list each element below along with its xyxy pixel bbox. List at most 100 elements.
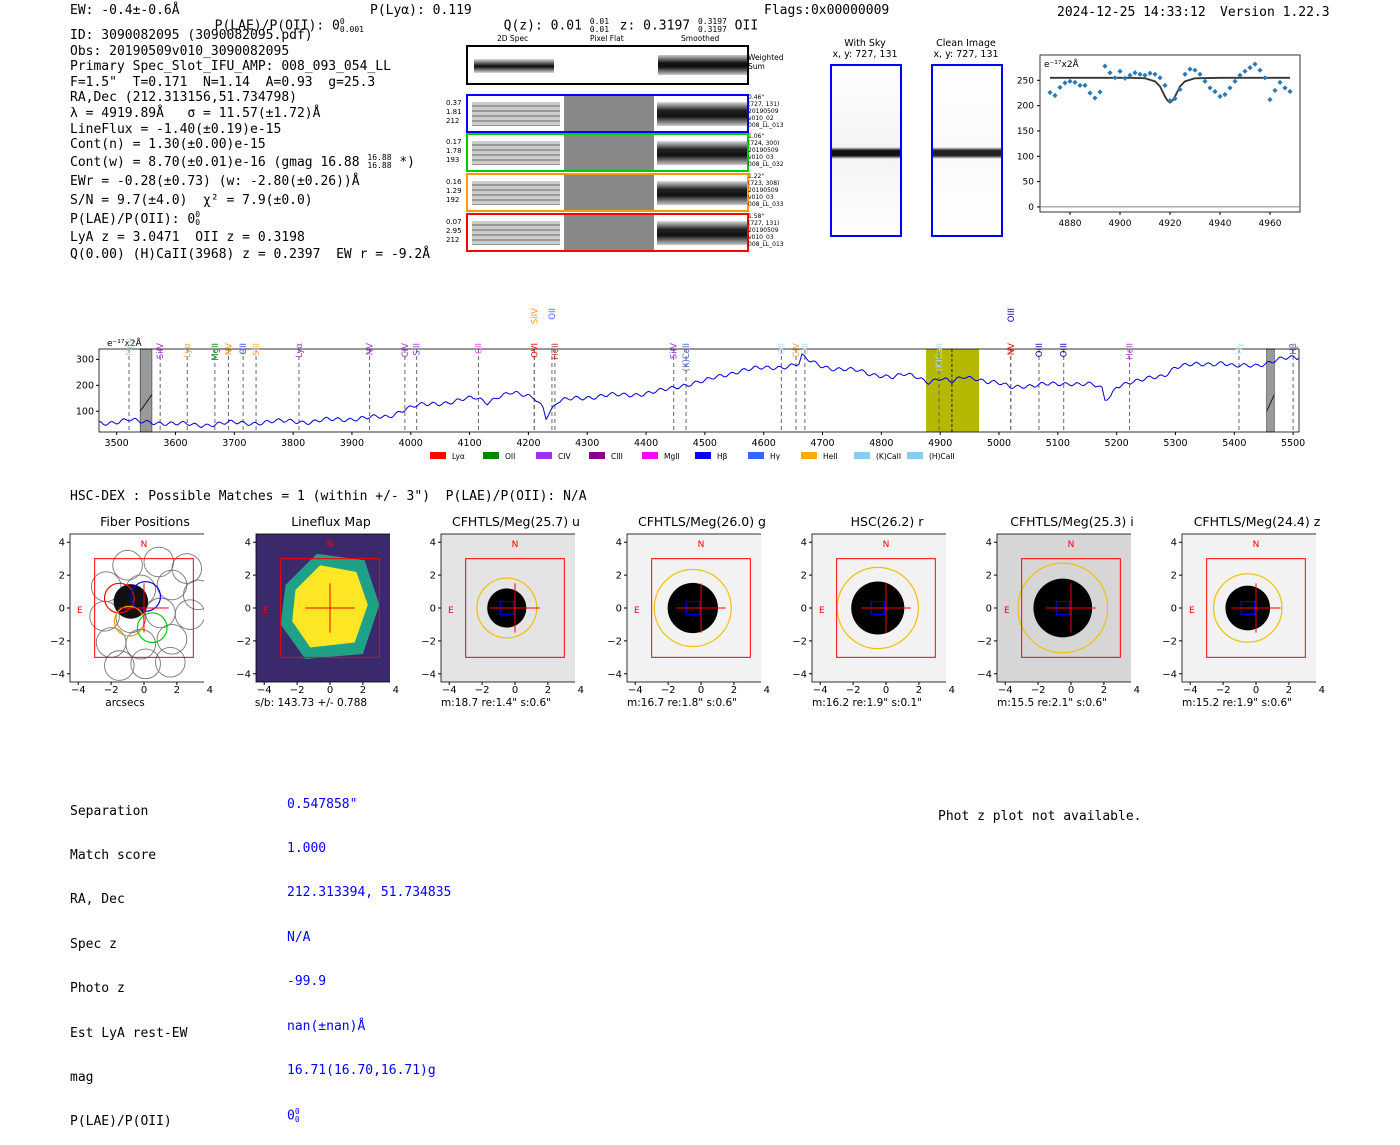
cutout-meta: 1.58" xyxy=(748,213,765,220)
legend-label: Lyα xyxy=(452,452,465,461)
zoom-data-point xyxy=(1057,84,1063,91)
info-lineflux: LineFlux = -1.40(±0.19)e-15 xyxy=(70,121,282,137)
panel-xtick-label: 4 xyxy=(577,685,584,696)
panel-ytick-label: 2 xyxy=(616,571,622,582)
panel-xtick-label: −4 xyxy=(997,685,1013,696)
info-fparams: F=1.5" T=0.171 N=1.14 A=0.93 g=25.3 xyxy=(70,74,376,90)
cutout-row-4 xyxy=(466,213,749,252)
clean-image-title: Clean Image x, y: 727, 131 xyxy=(930,38,1002,60)
cutout-row-meta: 1.22" (723, 308) 20190509 v010_03 008_LL_033 xyxy=(748,173,784,208)
panel-ytick-label: 4 xyxy=(1171,538,1177,549)
spectrum-xtick-label: 4200 xyxy=(516,438,540,449)
zoom-fit-plot: e⁻¹⁷x2Å 0 50 100 150 200 250 4880 4900 4920 4940 49… xyxy=(1017,54,1301,229)
spectrum-masked-hatch xyxy=(1266,394,1275,412)
panel-xtick-label: 0 xyxy=(882,685,890,696)
legend-label: (H)CaII xyxy=(929,452,955,461)
spectrum-line-label: MgII xyxy=(125,338,135,356)
panel-caption: m:16.2 re:1.9" s:0.1" xyxy=(812,697,922,709)
clean-image-xy: x, y: 727, 131 xyxy=(933,49,999,60)
spectrum-line-label: SiIV xyxy=(530,308,540,324)
info-q: Q(0.00) (H)CaII(3968) z = 0.2397 EW r = … xyxy=(70,246,431,262)
north-label: N xyxy=(141,540,148,550)
zoom-data-point xyxy=(1232,78,1238,84)
match-value-photoz: -99.9 xyxy=(287,974,327,990)
panel-xticks: −4 −2 0 2 4 xyxy=(230,685,399,699)
panel-xticks: −4 −2 0 2 4 xyxy=(415,685,584,699)
cutout-meta: 20190509 xyxy=(748,147,779,154)
header-flags: Flags:0x00000009 xyxy=(764,3,890,18)
spectrum-line-label-text: HeII xyxy=(1126,343,1136,360)
fiber-circle xyxy=(174,599,204,630)
with-sky-xy: x, y: 727, 131 xyxy=(832,49,898,60)
panel-ytick-label: −4 xyxy=(1162,669,1177,680)
zoom-xtick-label: 4900 xyxy=(1109,219,1132,229)
spectrum-xtick-label: 5000 xyxy=(987,438,1011,449)
spectrum-series xyxy=(98,353,1300,429)
panel-ytick-label: 2 xyxy=(245,571,251,582)
spectrum-line-label-text: OII xyxy=(548,308,558,320)
zoom-xtick-label: 4920 xyxy=(1159,219,1182,229)
zoom-data-point xyxy=(1222,91,1228,98)
zoom-ytick-label: 100 xyxy=(1017,152,1034,162)
spectrum-line-label: OIII xyxy=(1060,343,1070,357)
spectrum-frame xyxy=(98,348,1300,433)
panel-title: Fiber Positions xyxy=(100,514,190,529)
zoom-xtick-label: 4940 xyxy=(1209,219,1232,229)
spectrum-line-label: SiII xyxy=(252,343,262,356)
zoom-data-point xyxy=(1052,92,1058,99)
zoom-data-point xyxy=(1162,82,1168,88)
cutout-row-stats: 0.37 1.81 212 xyxy=(446,99,462,126)
spectrum-line-label-text: SiIV xyxy=(670,343,680,359)
zoom-data-point xyxy=(1252,61,1258,67)
zoom-data-point xyxy=(1067,78,1073,84)
panel-xtick-label: 2 xyxy=(730,685,738,696)
panel-xtick-label: 0 xyxy=(140,685,148,696)
cutout-smoothed xyxy=(657,102,747,126)
north-label: N xyxy=(698,540,705,550)
spectrum-line-label-text: OIII xyxy=(1007,308,1017,322)
zoom-data-point xyxy=(1047,89,1053,96)
spectrum-masked-hatch xyxy=(139,394,153,412)
match-value-plae-main: 0 xyxy=(287,1108,295,1124)
panel-title: CFHTLS/Meg(25.3) i xyxy=(1010,514,1134,529)
spectrum-line-label: CII xyxy=(474,343,484,354)
cutout-row-meta: 0.46" (727, 131) 20190509 v010_02 008_LL_013 xyxy=(748,94,784,129)
match-value-separation: 0.547858" xyxy=(287,796,358,812)
zoom-data-point xyxy=(1187,66,1193,72)
cutout-meta: 20190509 xyxy=(748,108,779,115)
match-label-specz: Spec z xyxy=(70,936,117,952)
cutout-meta: 008_LL_033 xyxy=(748,201,784,208)
panel-title: CFHTLS/Meg(26.0) g xyxy=(638,514,766,529)
spectrum-xtick-label: 4800 xyxy=(869,438,893,449)
spectrum-line-label: SiIV xyxy=(670,343,680,359)
cutout-2dspec xyxy=(472,181,560,205)
panel-xtick-label: −4 xyxy=(812,685,828,696)
aperture-ellipse xyxy=(1212,573,1283,643)
north-label: N xyxy=(327,540,334,550)
info-plae-sub: 0 xyxy=(195,218,201,228)
panel-xticks: −4 −2 0 2 4 xyxy=(1156,685,1325,699)
panel-ytick-label: 0 xyxy=(430,604,436,615)
spectrum-line-label-text: CIV xyxy=(792,343,802,357)
spectrum-line-label: NV xyxy=(1007,343,1017,355)
info-contw-end: *) xyxy=(391,154,415,170)
spectrum-xtick-label: 5300 xyxy=(1163,438,1187,449)
cutout-pixelflat xyxy=(564,215,654,250)
info-contw-sub: 16.88 xyxy=(367,161,392,171)
match-label-separation: Separation xyxy=(70,803,149,819)
info-lya: LyA z = 3.0471 OII z = 0.3198 xyxy=(70,229,305,245)
east-label: E xyxy=(1189,606,1195,616)
zoom-data-point xyxy=(1202,78,1208,84)
zoom-data-point xyxy=(1197,71,1203,77)
panel-ytick-label: 4 xyxy=(616,538,622,549)
imaging-panel: N E 4 2 0 −2 −4 xyxy=(50,533,204,685)
cutout-row-3 xyxy=(466,173,749,212)
panel-xticks: −4 −2 0 2 4 xyxy=(601,685,770,699)
spectrum-line-label: Hβ xyxy=(1289,343,1299,355)
cutout-row-meta: 1.58" (727, 131) 20190509 v010_03 008_LL_013 xyxy=(748,213,784,248)
panel-ytick-label: −4 xyxy=(50,669,65,680)
zoom-plot-ylabel: e⁻¹⁷x2Å xyxy=(1044,58,1080,70)
info-ewr: EWr = -0.28(±0.73) (w: -2.80(±0.26))Å xyxy=(70,173,360,189)
zoom-data-point xyxy=(1182,71,1188,77)
panel-xtick-label: 4 xyxy=(1133,685,1140,696)
